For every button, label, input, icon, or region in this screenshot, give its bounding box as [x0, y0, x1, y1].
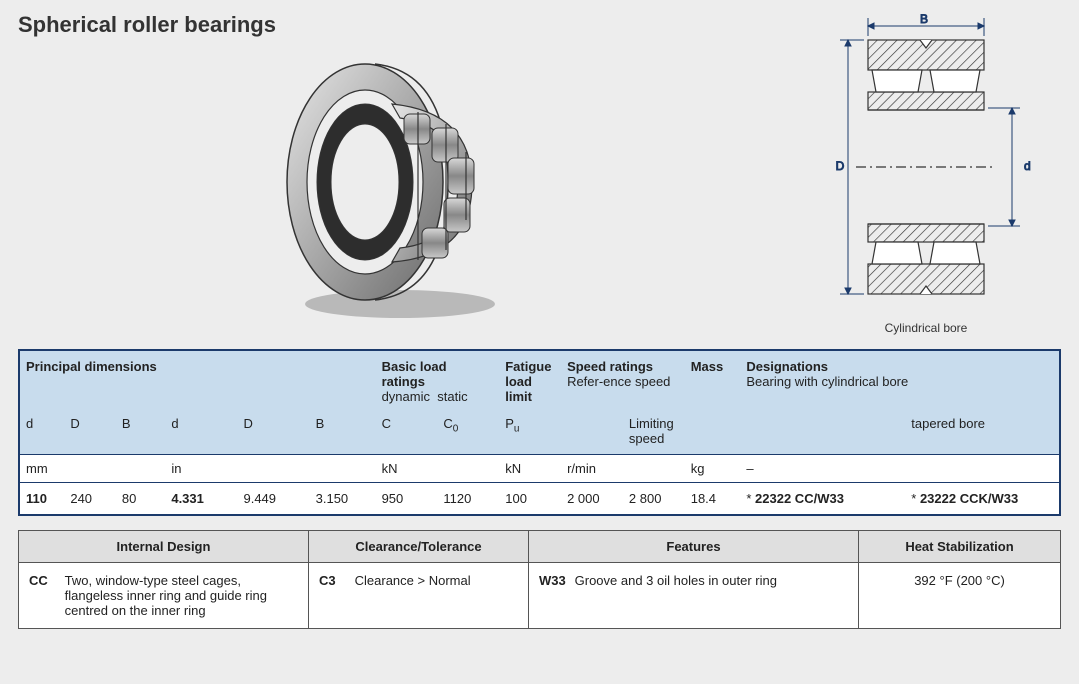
units-row: mm in kN kN r/min kg – [19, 455, 1060, 483]
cell-features: W33 Groove and 3 oil holes in outer ring [529, 563, 859, 629]
cell-internal-design: CC Two, window-type steel cages, flangel… [19, 563, 309, 629]
svg-text:d: d [1024, 159, 1031, 173]
col-heat: Heat Stabilization [859, 531, 1061, 563]
schematic-caption: Cylindrical bore [791, 321, 1061, 335]
data-row: 110 240 80 4.331 9.449 3.150 950 1120 10… [19, 483, 1060, 516]
bearing-3d-illustration [260, 42, 520, 322]
dimensions-table: Principal dimensions Basic load ratings … [18, 349, 1061, 516]
col-clearance: Clearance/Tolerance [309, 531, 529, 563]
cell-clearance: C3 Clearance > Normal [309, 563, 529, 629]
col-internal-design: Internal Design [19, 531, 309, 563]
bearing-schematic: B D d [796, 12, 1056, 312]
cell-heat: 392 °F (200 °C) [859, 563, 1061, 629]
features-table: Internal Design Clearance/Tolerance Feat… [18, 530, 1061, 629]
page-title: Spherical roller bearings [18, 12, 761, 38]
svg-text:B: B [920, 12, 928, 26]
svg-text:D: D [836, 159, 845, 173]
col-features: Features [529, 531, 859, 563]
